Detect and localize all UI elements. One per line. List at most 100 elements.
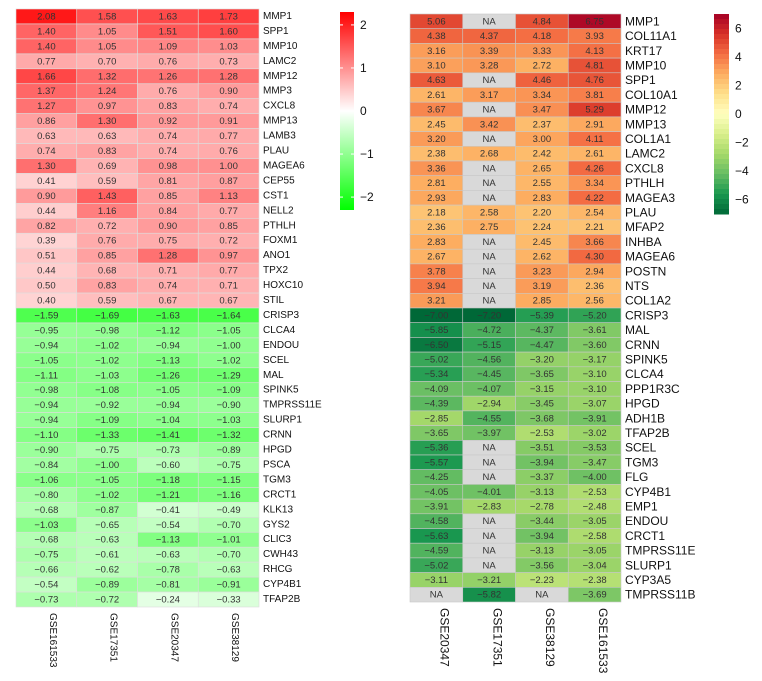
cell-value-label: 3.34 (585, 178, 604, 189)
cell-value-label: 2.61 (585, 149, 604, 160)
row-label: HPGD (625, 397, 660, 411)
cell-value-label: −3.53 (583, 443, 607, 454)
row-label: EMP1 (625, 499, 658, 513)
cell-value-label: 2.83 (533, 193, 552, 204)
cell-value-label: 4.81 (585, 60, 604, 71)
cell-value-label: NA (483, 134, 497, 145)
cell-value-label: 2.42 (533, 149, 552, 160)
legend-color-band (714, 54, 729, 60)
cell-value-label: NA (483, 75, 497, 86)
cell-value-label: 4.63 (427, 75, 446, 86)
row-label: LAMC2 (625, 147, 665, 161)
row-label: CRNN (625, 338, 660, 352)
cell-value-label: −4.25 (424, 472, 448, 483)
cell-value-label: −4.00 (583, 472, 607, 483)
cell-value-label: NA (483, 178, 497, 189)
row-label: CYP3A5 (625, 573, 671, 587)
cell-value-label: 0.74 (159, 281, 178, 292)
cell-value-label: 0.50 (37, 281, 56, 292)
cell-value-label: −1.02 (217, 355, 241, 366)
row-label: RHCG (263, 564, 293, 575)
row-label: CWH43 (263, 549, 298, 560)
cell-value-label: 0.86 (37, 116, 56, 127)
cell-value-label: −3.04 (583, 560, 607, 571)
cell-value-label: 2.81 (427, 178, 446, 189)
row-label: COL10A1 (625, 88, 678, 102)
legend-tick-label: −2 (360, 190, 374, 204)
row-label: TPX2 (263, 265, 288, 276)
legend-color-band (714, 14, 729, 20)
row-label: CYP4B1 (263, 579, 302, 590)
row-label: GYS2 (263, 519, 290, 530)
cell-value-label: −1.10 (34, 430, 58, 441)
row-label: MAL (625, 323, 650, 337)
row-label: ENDOU (263, 340, 299, 351)
cell-value-label: −7.00 (424, 310, 448, 321)
row-label: HPGD (263, 445, 292, 456)
cell-value-label: −5.02 (424, 560, 448, 571)
cell-value-label: −0.54 (156, 520, 180, 531)
row-label: SPP1 (625, 73, 656, 87)
legend-tick-label: 1 (360, 61, 367, 75)
cell-value-label: −7.20 (477, 310, 501, 321)
cell-value-label: −0.63 (156, 550, 180, 561)
row-label: SPINK5 (625, 352, 668, 366)
cell-value-label: 0.73 (219, 56, 238, 67)
cell-value-label: −1.59 (34, 310, 58, 321)
cell-value-label: −0.73 (156, 445, 180, 456)
row-label: COL1A2 (625, 294, 671, 308)
cell-value-label: −5.20 (583, 310, 607, 321)
cell-value-label: −3.45 (530, 399, 554, 410)
row-label: LAMB3 (263, 131, 296, 142)
legend-color-band (714, 59, 729, 65)
row-label: MAGEA3 (625, 191, 675, 205)
cell-value-label: 3.10 (427, 60, 446, 71)
cell-value-label: 1.73 (219, 11, 238, 22)
row-label: CRCT1 (263, 489, 297, 500)
cell-value-label: 3.00 (533, 134, 552, 145)
row-label: HOXC10 (263, 280, 303, 291)
cell-value-label: 1.30 (98, 116, 117, 127)
cell-value-label: 3.39 (480, 46, 499, 57)
cell-value-label: −1.09 (217, 385, 241, 396)
row-label: SCEL (263, 355, 290, 366)
row-label: PSCA (263, 459, 291, 470)
cell-value-label: 2.94 (585, 266, 604, 277)
cell-value-label: 0.97 (98, 101, 117, 112)
cell-value-label: −4.58 (424, 516, 448, 527)
cell-value-label: 0.77 (219, 206, 238, 217)
row-label: SLURP1 (263, 415, 302, 426)
legend-color-band (714, 49, 729, 55)
legend-tick-label: 2 (360, 18, 367, 32)
cell-value-label: −0.89 (217, 445, 241, 456)
legend-tick-label: 0 (360, 104, 367, 118)
cell-value-label: −0.72 (95, 595, 119, 606)
cell-value-label: 0.75 (159, 236, 178, 247)
cell-value-label: −4.55 (477, 413, 501, 424)
column-label: GSE20347 (438, 608, 452, 667)
cell-value-label: 0.74 (219, 101, 238, 112)
legend-color-band (714, 69, 729, 75)
cell-value-label: 1.27 (37, 101, 56, 112)
cell-value-label: −3.65 (530, 369, 554, 380)
cell-value-label: −3.02 (583, 428, 607, 439)
legend-color-band (714, 154, 729, 160)
cell-value-label: 4.76 (585, 75, 604, 86)
row-label: MMP3 (263, 86, 292, 97)
cell-value-label: −0.91 (217, 580, 241, 591)
cell-value-label: 2.68 (480, 149, 499, 160)
cell-value-label: NA (483, 16, 497, 27)
cell-value-label: −5.63 (424, 531, 448, 542)
cell-value-label: 0.76 (98, 236, 117, 247)
cell-value-label: 2.45 (427, 119, 446, 130)
legend-color-band (714, 119, 729, 125)
legend-gradient-bar (340, 12, 354, 210)
cell-value-label: 3.36 (427, 163, 446, 174)
cell-value-label: 2.93 (427, 193, 446, 204)
cell-value-label: 3.67 (427, 105, 446, 116)
cell-value-label: 5.06 (427, 16, 446, 27)
left-color-legend: 2 1 0 −1 −2 (340, 12, 374, 210)
row-label: TMPRSS11E (263, 400, 322, 411)
cell-value-label: 2.20 (533, 207, 552, 218)
cell-value-label: 0.69 (98, 161, 117, 172)
